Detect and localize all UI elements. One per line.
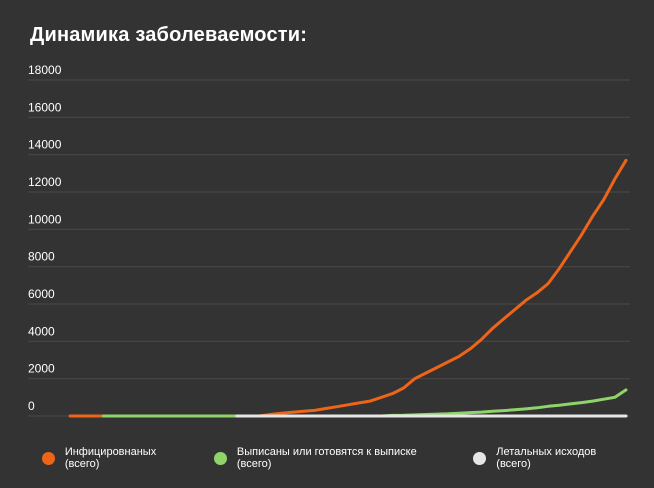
chart-title: Динамика заболеваемости: [30, 24, 308, 46]
y-axis-ticks: 0 2000 4000 6000 8000 10000 12000 14000 16000 180… [28, 63, 62, 413]
legend-label-infected: Инфицировнаных (всего) [64, 446, 157, 470]
y-tick-label: 18000 [28, 63, 62, 77]
grid-layer [28, 79, 630, 417]
y-tick-label: 10000 [28, 212, 62, 226]
legend-label-recovered: Выписаны или готовятся к выписке (всего) [236, 446, 417, 470]
line-chart: 0 2000 4000 6000 8000 10000 12000 14000 16000 180… [28, 63, 630, 418]
y-tick-label: 6000 [28, 287, 55, 301]
y-tick-label: 16000 [28, 100, 62, 114]
legend-dot-infected [42, 451, 55, 465]
series-layer [68, 158, 628, 418]
legend-item-recovered[interactable]: Выписаны или готовятся к выписке (всего) [214, 446, 451, 470]
y-tick-label: 2000 [28, 362, 55, 376]
y-tick-label: 12000 [28, 175, 62, 189]
legend-label-deaths: Летальных исходов (всего) [496, 446, 597, 470]
legend-dot-recovered [214, 451, 227, 465]
y-tick-label: 14000 [28, 138, 62, 152]
legend-item-deaths[interactable]: Летальных исходов (всего) [473, 446, 632, 470]
y-tick-label: 8000 [28, 250, 55, 264]
y-tick-label: 0 [28, 399, 35, 413]
legend: Инфицировнаных (всего) Выписаны или гото… [42, 446, 654, 470]
legend-item-infected[interactable]: Инфицировнаных (всего) [42, 446, 192, 470]
series-line-infected [68, 158, 628, 418]
legend-dot-deaths [473, 451, 487, 465]
y-tick-label: 4000 [28, 324, 55, 338]
